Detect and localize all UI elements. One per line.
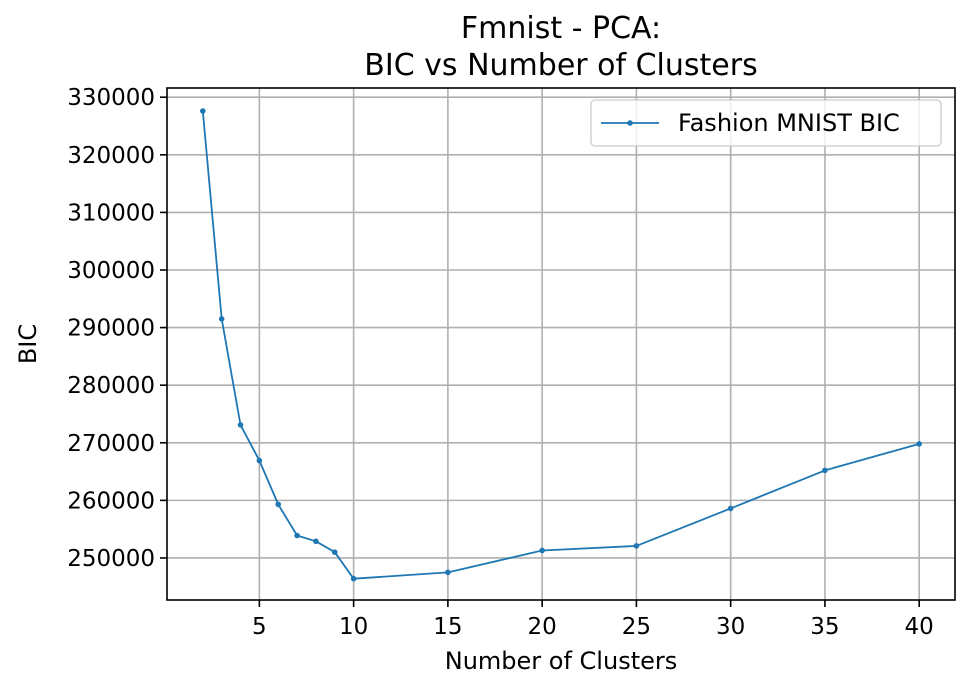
x-axis-label: Number of Clusters <box>445 647 678 675</box>
x-tick-label: 40 <box>905 614 934 640</box>
y-axis-label: BIC <box>14 324 42 364</box>
legend-label: Fashion MNIST BIC <box>678 109 900 137</box>
data-point-k4 <box>237 422 244 428</box>
chart-title-line-1: Fmnist - PCA: <box>461 11 661 46</box>
y-tick-label: 320000 <box>67 143 155 169</box>
data-point-k9 <box>331 549 338 555</box>
x-tick-label: 20 <box>528 614 557 640</box>
data-point-k5 <box>256 457 263 464</box>
y-tick-label: 310000 <box>67 200 155 226</box>
x-tick-label: 25 <box>622 614 651 640</box>
data-point-k7 <box>294 532 300 539</box>
grid-lines <box>167 88 955 600</box>
x-tick-label: 10 <box>339 614 368 640</box>
x-tick-label: 5 <box>252 614 267 640</box>
x-tick-label: 35 <box>810 614 839 640</box>
y-tick-label: 330000 <box>67 85 155 111</box>
series-layer <box>200 108 922 582</box>
legend-box <box>590 99 942 147</box>
chart-title-line-2: BIC vs Number of Clusters <box>364 48 757 83</box>
plot-frame <box>166 87 956 601</box>
data-point-k30 <box>727 505 734 512</box>
y-tick-label: 280000 <box>67 373 155 399</box>
data-point-k40 <box>916 441 922 447</box>
data-point-k2 <box>200 108 206 114</box>
data-point-k25 <box>633 543 640 549</box>
x-tick-label: 30 <box>716 614 745 640</box>
x-tick-label: 15 <box>433 614 462 640</box>
y-tick-label: 300000 <box>67 258 155 284</box>
data-point-k8 <box>313 538 319 545</box>
y-tick-label: 290000 <box>67 316 155 342</box>
data-point-k20 <box>539 547 545 554</box>
y-axis-ticks: 250000 260000 270000 280000 290000 300000 3100… <box>67 85 167 572</box>
legend-marker-swatch <box>627 120 633 126</box>
data-point-k3 <box>218 316 225 322</box>
data-point-k10 <box>350 575 357 582</box>
y-tick-label: 250000 <box>67 546 155 572</box>
legend: Fashion MNIST BIC <box>590 99 942 147</box>
y-tick-label: 260000 <box>67 488 155 514</box>
data-point-k15 <box>445 569 451 576</box>
data-point-k6 <box>275 501 282 508</box>
x-axis-ticks: 5 10 15 20 25 30 35 40 <box>252 600 934 640</box>
data-point-k35 <box>822 467 828 474</box>
y-tick-label: 270000 <box>67 431 155 457</box>
